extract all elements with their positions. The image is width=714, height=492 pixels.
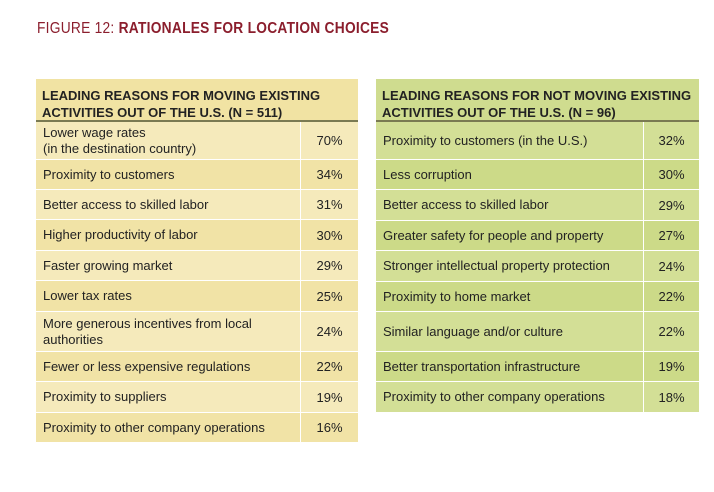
reason-label: Proximity to home market	[376, 282, 643, 311]
table-row: Proximity to customers (in the U.S.) 32%	[376, 122, 699, 160]
reason-label: Stronger intellectual property protectio…	[376, 251, 643, 281]
reason-percent: 34%	[300, 160, 358, 189]
reason-label-line: Lower tax rates	[43, 288, 132, 303]
reason-label: Proximity to other company operations	[36, 413, 300, 442]
reason-label-line: Proximity to customers	[43, 166, 175, 182]
table-header-line: ACTIVITIES OUT OF THE U.S. (N = 96)	[382, 105, 616, 120]
reason-label-line: Proximity to customers (in the U.S.)	[383, 132, 588, 148]
reason-label-line: (in the destination country)	[43, 140, 197, 156]
reason-label: Better access to skilled labor	[36, 190, 300, 219]
reason-label: Proximity to other company operations	[376, 382, 643, 412]
reason-percent: 22%	[643, 282, 699, 311]
reason-label-line: Faster growing market	[43, 257, 173, 273]
reason-label: Greater safety for people and property	[376, 221, 643, 250]
reason-percent: 31%	[300, 190, 358, 219]
reason-label-line: Higher productivity of labor	[43, 227, 198, 242]
table-header-line: LEADING REASONS FOR NOT MOVING EXISTING	[382, 88, 692, 103]
reason-label: Less corruption	[376, 160, 643, 189]
table-row: Stronger intellectual property protectio…	[376, 251, 699, 282]
reason-percent: 16%	[300, 413, 358, 442]
table-row: Lower wage rates (in the destination coun…	[36, 122, 358, 160]
table-row: Proximity to suppliers 19%	[36, 382, 358, 413]
reason-label-line: Proximity to suppliers	[43, 389, 167, 404]
reason-percent: 24%	[300, 312, 358, 351]
reason-label-line: Greater safety for people and property	[383, 227, 604, 243]
moving-reasons-table: LEADING REASONS FOR MOVING EXISTING ACTI…	[36, 79, 358, 443]
table-row: Better access to skilled labor 29%	[376, 190, 699, 221]
reason-label: Proximity to suppliers	[36, 382, 300, 412]
reason-label: Proximity to customers	[36, 160, 300, 189]
reason-percent: 18%	[643, 382, 699, 412]
reason-label-line: Proximity to other company operations	[43, 419, 265, 435]
reason-label: Lower wage rates (in the destination coun…	[36, 122, 300, 159]
reason-label-line: Similar language and/or culture	[383, 323, 563, 339]
reason-percent: 30%	[300, 220, 358, 250]
reason-label: Better access to skilled labor	[376, 190, 643, 220]
table-row: More generous incentives from local autho…	[36, 312, 358, 352]
reason-label-line: Stronger intellectual property protectio…	[383, 258, 610, 273]
reason-label-line: Better access to skilled labor	[43, 196, 209, 212]
table-body: Lower wage rates (in the destination coun…	[36, 122, 358, 443]
reason-percent: 29%	[643, 190, 699, 220]
reason-label-line: Less corruption	[383, 166, 472, 182]
reason-percent: 19%	[300, 382, 358, 412]
reason-percent: 30%	[643, 160, 699, 189]
reason-label: Faster growing market	[36, 251, 300, 280]
reason-label: Fewer or less expensive regulations	[36, 352, 300, 381]
reason-percent: 19%	[643, 352, 699, 381]
reason-percent: 32%	[643, 122, 699, 159]
reason-label: Similar language and/or culture	[376, 312, 643, 351]
reason-label: Proximity to customers (in the U.S.)	[376, 122, 643, 159]
reason-percent: 25%	[300, 281, 358, 311]
reason-label: Lower tax rates	[36, 281, 300, 311]
table-row: Lower tax rates 25%	[36, 281, 358, 312]
table-header-line: ACTIVITIES OUT OF THE U.S. (N = 511)	[42, 105, 283, 120]
table-header-line: LEADING REASONS FOR MOVING EXISTING	[42, 88, 321, 103]
figure-title: FIGURE 12: RATIONALES FOR LOCATION CHOIC…	[37, 20, 389, 38]
table-row: Fewer or less expensive regulations 22%	[36, 352, 358, 382]
reason-label: Higher productivity of labor	[36, 220, 300, 250]
table-row: Higher productivity of labor 30%	[36, 220, 358, 251]
table-row: Faster growing market 29%	[36, 251, 358, 281]
not-moving-reasons-table: LEADING REASONS FOR NOT MOVING EXISTING …	[376, 79, 699, 413]
reason-label-line: authorities	[43, 331, 103, 347]
reason-label-line: Better transportation infrastructure	[383, 358, 581, 374]
reason-label-line: Proximity to other company operations	[383, 389, 605, 404]
table-row: Better access to skilled labor 31%	[36, 190, 358, 220]
table-row: Better transportation infrastructure 19%	[376, 352, 699, 382]
table-row: Proximity to other company operations 18%	[376, 382, 699, 413]
reason-percent: 24%	[643, 251, 699, 281]
table-row: Proximity to home market 22%	[376, 282, 699, 312]
table-row: Proximity to other company operations 16%	[36, 413, 358, 443]
table-row: Proximity to customers 34%	[36, 160, 358, 190]
table-body: Proximity to customers (in the U.S.) 32% L…	[376, 122, 699, 413]
reason-label-line: More generous incentives from local	[43, 315, 252, 331]
reason-percent: 29%	[300, 251, 358, 280]
reason-percent: 27%	[643, 221, 699, 250]
reason-percent: 22%	[643, 312, 699, 351]
table-row: Greater safety for people and property 27…	[376, 221, 699, 251]
figure-name: RATIONALES FOR LOCATION CHOICES	[118, 20, 390, 37]
reason-label-line: Lower wage rates	[43, 124, 146, 140]
reason-percent: 70%	[300, 122, 358, 159]
reason-label: Better transportation infrastructure	[376, 352, 643, 381]
figure-label: FIGURE 12:	[37, 20, 115, 37]
table-header: LEADING REASONS FOR MOVING EXISTING ACTI…	[36, 79, 358, 122]
table-row: Similar language and/or culture 22%	[376, 312, 699, 352]
reason-label-line: Proximity to home market	[383, 288, 531, 304]
table-header: LEADING REASONS FOR NOT MOVING EXISTING …	[376, 79, 699, 122]
reason-percent: 22%	[300, 352, 358, 381]
reason-label-line: Better access to skilled labor	[383, 197, 549, 212]
reason-label: More generous incentives from local autho…	[36, 312, 300, 351]
reason-label-line: Fewer or less expensive regulations	[43, 358, 251, 374]
table-row: Less corruption 30%	[376, 160, 699, 190]
